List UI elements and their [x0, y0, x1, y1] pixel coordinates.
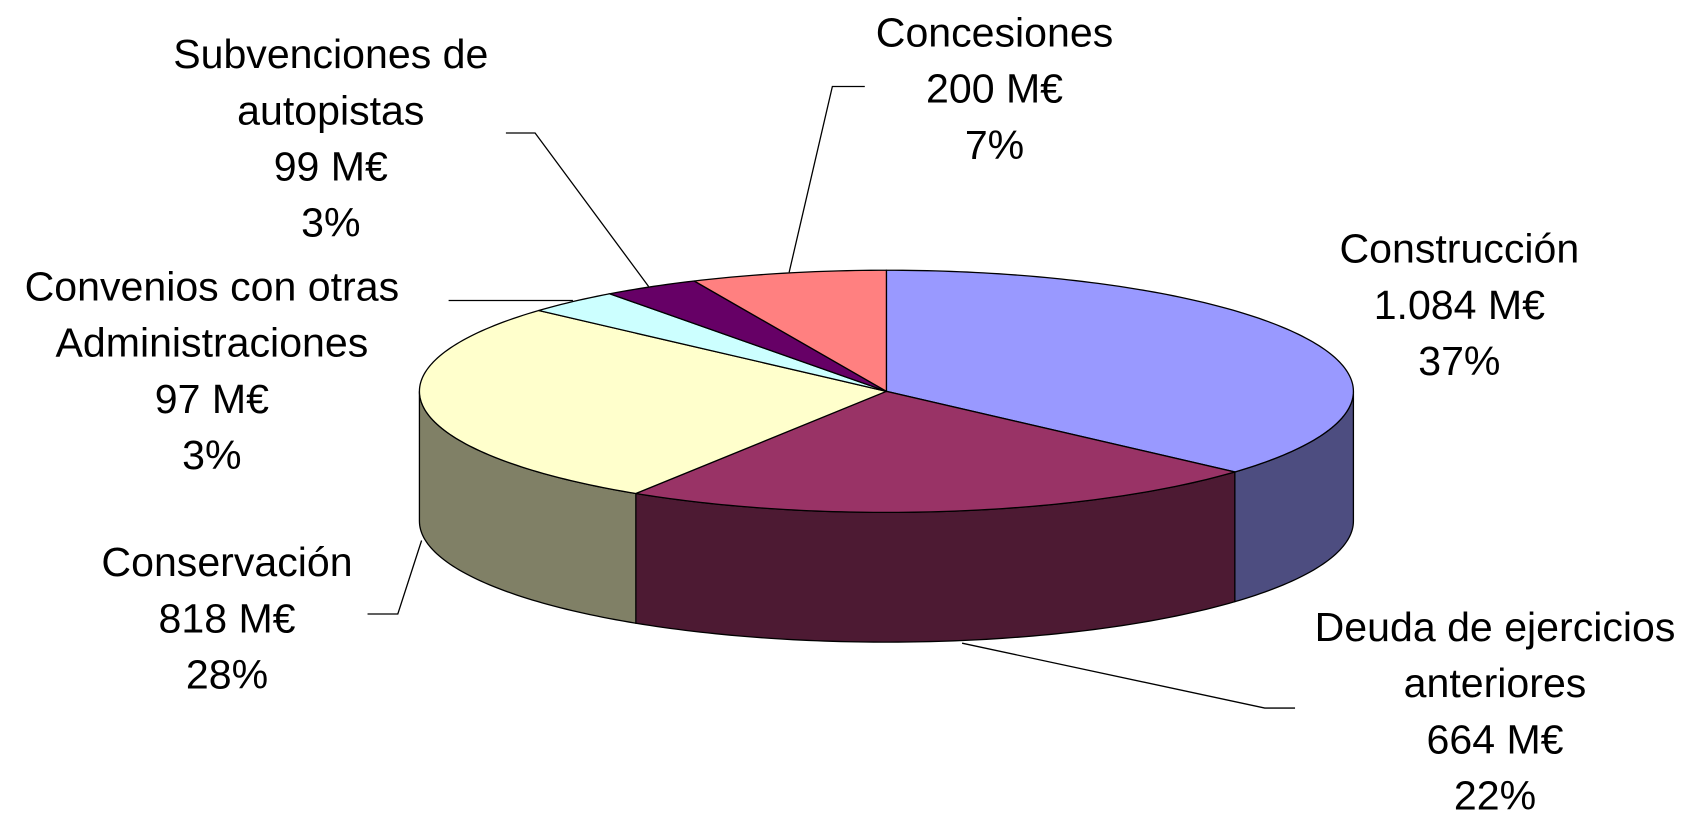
slice-label: Convenios con otras Administraciones 97 M…: [0, 259, 428, 484]
slice: [607, 280, 887, 392]
slice: [633, 390, 1238, 514]
slice-label: Construcción 1.084 M€ 37%: [1243, 222, 1675, 391]
leader-line: [961, 642, 1296, 709]
category-name: Subvenciones de autopistas: [173, 32, 489, 135]
percentage-label: 28%: [185, 652, 269, 699]
leader-line: [367, 540, 423, 615]
slice-label: Conservación 818 M€ 28%: [11, 535, 443, 704]
value-label: 97 M€: [154, 377, 269, 423]
value-label: 1.084 M€: [1373, 283, 1545, 329]
slice: [418, 309, 889, 495]
category-name: Concesiones: [875, 10, 1114, 57]
slice: [692, 269, 888, 393]
value-label: 818 M€: [158, 596, 296, 643]
leader-line: [788, 85, 865, 273]
slice: [538, 293, 887, 392]
value-label: 664 M€: [1426, 717, 1564, 764]
slice-label: Subvenciones de autopistas 99 M€ 3%: [136, 27, 525, 252]
percentage-label: 37%: [1418, 339, 1501, 385]
leader-lines: [367, 85, 1296, 709]
percentage-label: 3%: [301, 201, 361, 247]
slice-label: Deuda de ejercicios anteriores 664 M€ 22%: [1284, 600, 1695, 825]
category-name: Deuda de ejercicios anteriores: [1314, 605, 1676, 707]
category-name: Conservación: [101, 540, 353, 586]
side-walls: [418, 391, 1355, 643]
leader-line: [505, 132, 650, 287]
percentage-label: 3%: [182, 433, 242, 479]
category-name: Construcción: [1339, 227, 1580, 273]
percentage-label: 7%: [964, 123, 1025, 169]
value-label: 200 M€: [926, 67, 1064, 113]
percentage-label: 22%: [1453, 773, 1537, 820]
category-name: Convenios con otras Administraciones: [24, 264, 400, 367]
value-label: 99 M€: [273, 144, 388, 191]
slice-label: Concesiones 200 M€ 7%: [778, 5, 1210, 174]
slice: [885, 269, 1355, 473]
slices: [418, 269, 1355, 514]
